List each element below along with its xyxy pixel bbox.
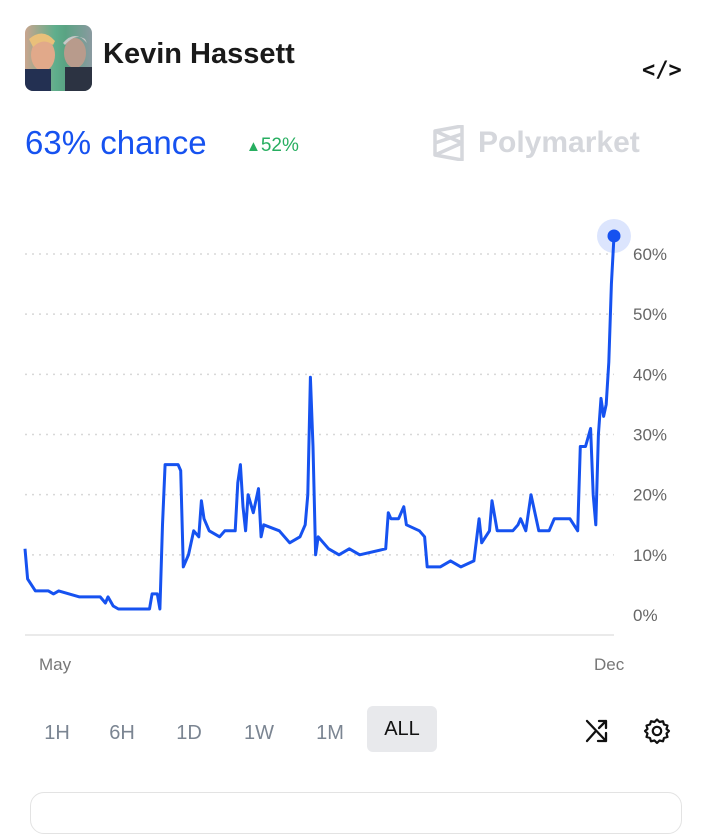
code-icon[interactable]: </> — [642, 58, 682, 83]
bottom-card — [30, 792, 682, 834]
y-tick-label: 50% — [633, 305, 667, 324]
chance-value: 63% chance — [25, 124, 207, 161]
y-tick-label: 20% — [633, 486, 667, 505]
range-1h[interactable]: 1H — [44, 722, 70, 744]
market-title: Kevin Hassett — [103, 38, 295, 70]
shuffle-icon[interactable] — [584, 717, 612, 745]
price-chart: 0% 10% 20% 30% 40% 50% 60% — [23, 218, 667, 636]
y-tick-label: 0% — [633, 606, 658, 625]
up-triangle-icon: ▲ — [246, 138, 261, 155]
y-tick-label: 10% — [633, 546, 667, 565]
avatar-image — [25, 33, 92, 91]
gear-icon[interactable] — [643, 717, 671, 745]
y-tick-label: 30% — [633, 426, 667, 445]
range-1m[interactable]: 1M — [316, 722, 344, 744]
polymarket-logo: Polymarket — [432, 125, 640, 161]
x-tick-label: May — [39, 655, 72, 674]
change-value: 52% — [260, 135, 299, 156]
y-tick-label: 40% — [633, 365, 667, 384]
change-badge: ▲52% — [246, 135, 299, 157]
y-tick-label: 60% — [633, 245, 667, 264]
current-point — [607, 229, 621, 243]
range-all[interactable]: ALL — [367, 706, 437, 752]
range-6h[interactable]: 6H — [109, 722, 135, 744]
x-tick-label: Dec — [594, 655, 625, 674]
range-1d[interactable]: 1D — [176, 722, 202, 744]
range-1w[interactable]: 1W — [244, 722, 274, 744]
brand-name: Polymarket — [478, 126, 640, 159]
series-line — [23, 235, 616, 611]
polymarket-icon — [433, 125, 464, 161]
market-avatar — [25, 25, 92, 91]
